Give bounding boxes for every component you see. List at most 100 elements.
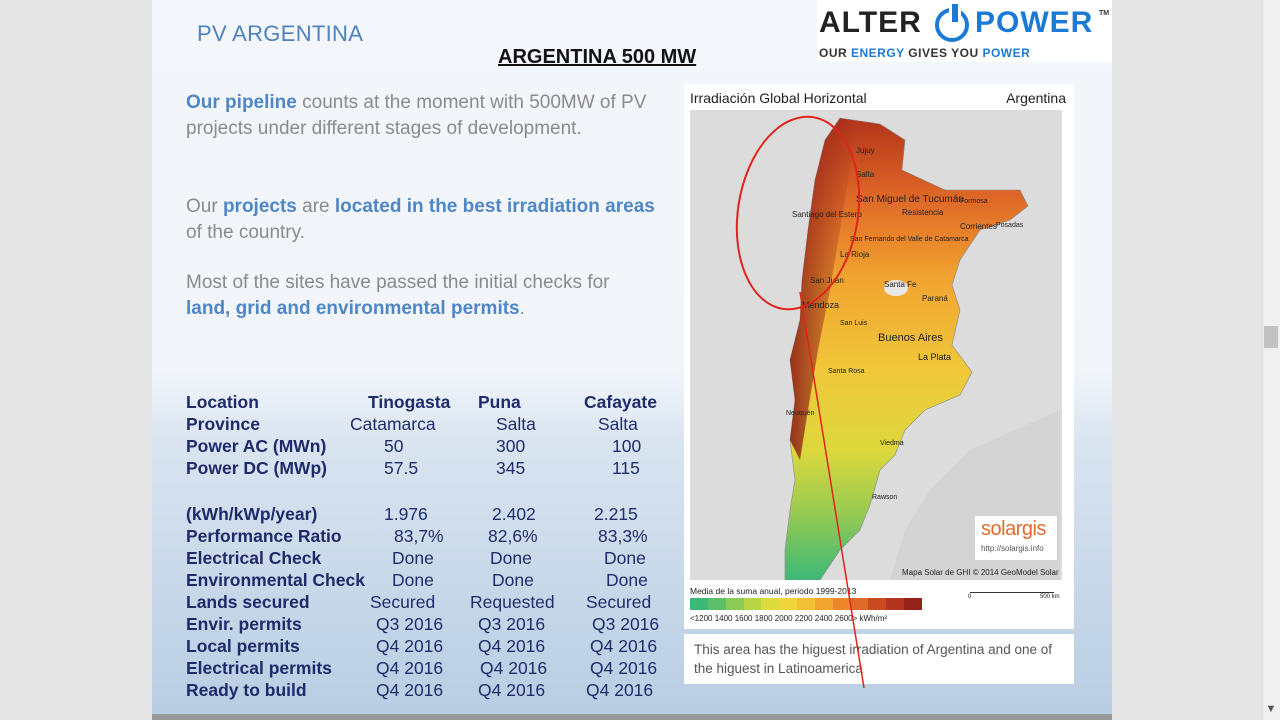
- table-cell: Done: [490, 548, 532, 568]
- map-title: Irradiación Global Horizontal: [690, 90, 867, 106]
- scale-right-label: 500 km: [1040, 594, 1060, 600]
- table-cell: Done: [492, 570, 534, 590]
- table-cell: Salta: [496, 414, 536, 434]
- legend-swatch: [707, 598, 726, 610]
- highlight-pointer-line: [799, 291, 865, 689]
- table-cell: Q4 2016: [376, 658, 444, 678]
- row-label: Performance Ratio: [186, 526, 342, 546]
- row-label: Lands secured: [186, 592, 310, 612]
- table-cell: Q4 2016: [590, 658, 658, 678]
- right-gutter: [1112, 0, 1262, 720]
- table-cell: 82,6%: [488, 526, 538, 546]
- scale-bar: [970, 592, 1054, 593]
- table-cell: Q4 2016: [586, 680, 654, 700]
- row-label: Province: [186, 414, 260, 434]
- logo-tm: TM: [1099, 10, 1110, 17]
- table-cell: 100: [612, 436, 642, 456]
- city-label: San Juan: [810, 276, 844, 285]
- scrollbar-thumb[interactable]: [1264, 326, 1278, 348]
- pipeline-paragraph: Our pipeline counts at the moment with 5…: [186, 92, 647, 139]
- table-cell: Done: [392, 548, 434, 568]
- city-label: La Plata: [918, 352, 952, 362]
- city-label: San Fernando del Valle de Catamarca: [850, 236, 969, 243]
- city-label: Paraná: [922, 294, 948, 303]
- left-gutter: [0, 0, 152, 720]
- city-label: Santa Rosa: [828, 368, 865, 375]
- legend-swatch: [832, 598, 851, 610]
- logo-alter-text: ALTER: [819, 6, 922, 39]
- scroll-down-arrow-icon[interactable]: ▼: [1265, 703, 1277, 715]
- row-label: Local permits: [186, 636, 300, 656]
- row-label: Electrical Check: [186, 548, 322, 568]
- map-credit: Mapa Solar de GHI © 2014 GeoModel Solar: [902, 568, 1059, 577]
- city-label: San Luis: [840, 320, 868, 327]
- legend-swatch: [743, 598, 762, 610]
- solargis-url: http://solargis.info: [981, 544, 1044, 553]
- city-label: Viedma: [880, 440, 904, 447]
- table-cell: Q4 2016: [478, 636, 546, 656]
- legend-color-bar: [690, 598, 922, 610]
- row-label: Envir. permits: [186, 614, 302, 634]
- city-label: Mendoza: [802, 300, 840, 310]
- table-cell: Q4 2016: [478, 680, 546, 700]
- scale-left-label: 0: [968, 594, 972, 600]
- table-cell: Salta: [598, 414, 638, 434]
- legend-swatch: [725, 598, 744, 610]
- table-cell: Done: [604, 548, 646, 568]
- table-cell: Requested: [470, 592, 555, 612]
- row-label: Power AC (MWn): [186, 436, 327, 456]
- irradiation-map-panel: Irradiación Global Horizontal Argentina: [684, 84, 1074, 629]
- city-label: Neuquén: [786, 410, 815, 417]
- power-icon: [935, 4, 969, 42]
- table-cell: Done: [606, 570, 648, 590]
- table-cell: 83,7%: [394, 526, 444, 546]
- permits-paragraph: Most of the sites have passed the initia…: [186, 272, 610, 319]
- solargis-badge: solargis http://solargis.info: [975, 516, 1057, 560]
- logo-tagline: OUR ENERGY GIVES YOU POWER: [819, 46, 1031, 60]
- row-label: Location: [186, 392, 259, 412]
- table-cell: Puna: [478, 392, 521, 412]
- table-cell: Tinogasta: [368, 392, 451, 412]
- row-label: Electrical permits: [186, 658, 332, 678]
- table-cell: Q3 2016: [592, 614, 660, 634]
- city-label: San Miguel de Tucumán: [856, 194, 964, 205]
- page-title: PV ARGENTINA: [197, 21, 364, 46]
- map-caption-box: This area has the higuest irradiation of…: [684, 632, 1074, 684]
- city-label: Buenos Aires: [878, 332, 943, 344]
- logo-power-text: POWER: [975, 6, 1094, 39]
- lagoon: [884, 280, 908, 296]
- projects-paragraph: Our projects are located in the best irr…: [186, 196, 655, 243]
- slide-main-title: ARGENTINA 500 MW: [498, 46, 697, 68]
- table-cell: Q4 2016: [376, 680, 444, 700]
- legend-ticks: <1200 1400 1600 1800 2000 2200 2400 2600…: [690, 614, 888, 623]
- legend-swatch: [814, 598, 833, 610]
- row-label: Environmental Check: [186, 570, 365, 590]
- city-label: Formosa: [960, 198, 988, 205]
- legend-swatch: [904, 598, 922, 610]
- table-cell: 2.402: [492, 504, 536, 524]
- table-cell: 2.215: [594, 504, 638, 524]
- solargis-name: solargis: [981, 518, 1046, 540]
- legend-swatch: [886, 598, 905, 610]
- city-label: Posadas: [996, 222, 1024, 229]
- city-label: Santa Fe: [884, 280, 917, 289]
- table-cell: Catamarca: [350, 414, 436, 434]
- alterpower-logo: ALTER POWER TM OUR ENERGY GIVES YOU POWE…: [817, 0, 1112, 62]
- legend-swatch: [690, 598, 708, 610]
- legend-title: Media de la suma anual, periodo 1999-201…: [690, 586, 857, 596]
- map-country: Argentina: [1006, 90, 1066, 106]
- city-label: La Rioja: [840, 250, 870, 259]
- city-label: Salta: [856, 170, 875, 179]
- legend-swatch: [868, 598, 887, 610]
- table-cell: 300: [496, 436, 526, 456]
- row-label: Power DC (MWp): [186, 458, 327, 478]
- row-label: (kWh/kWp/year): [186, 504, 318, 524]
- andes-high-irradiation: [790, 118, 858, 460]
- vertical-scrollbar[interactable]: [1262, 0, 1280, 720]
- table-cell: 1.976: [384, 504, 428, 524]
- table-cell: 115: [612, 458, 640, 478]
- bottom-bar: [152, 714, 1112, 720]
- table-cell: 50: [384, 436, 404, 456]
- table-cell: Q4 2016: [590, 636, 658, 656]
- legend-swatch: [761, 598, 780, 610]
